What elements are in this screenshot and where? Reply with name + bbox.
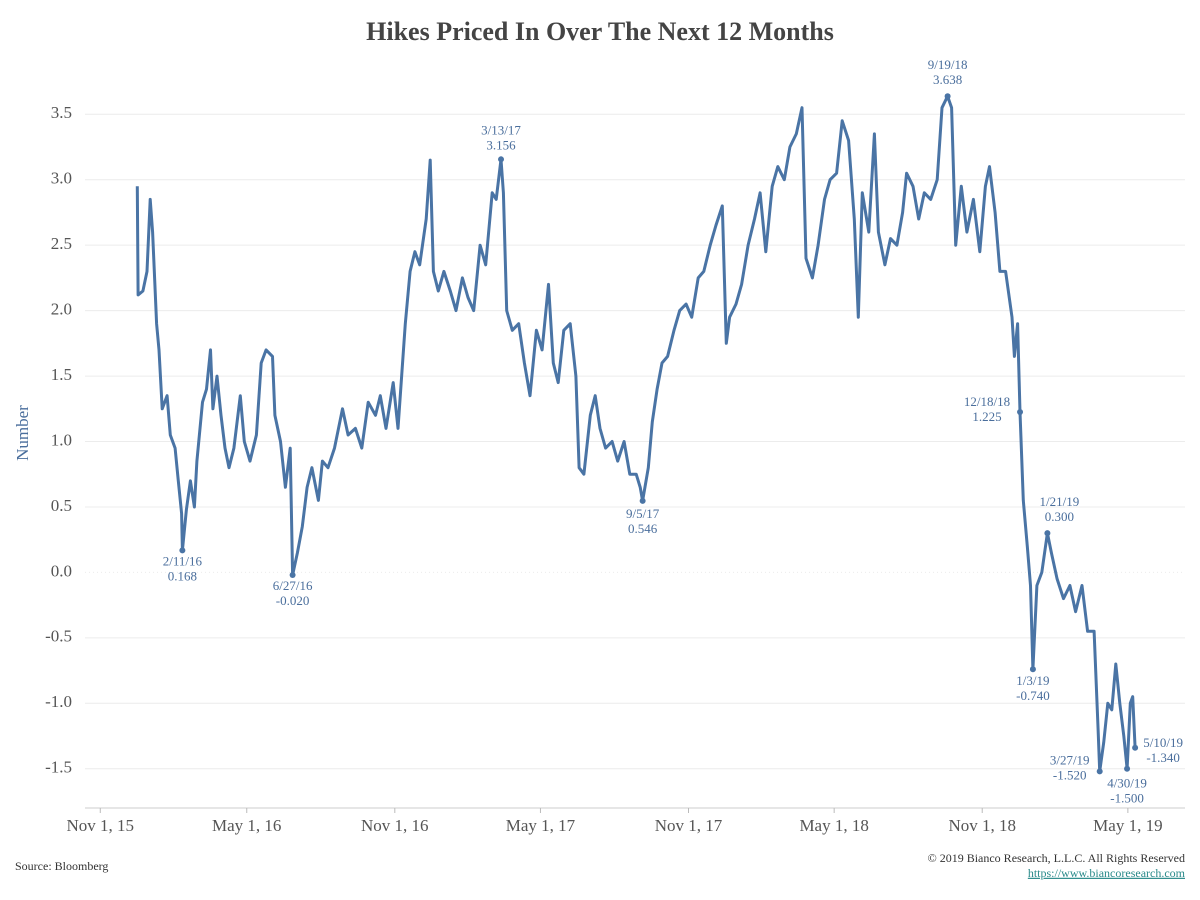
annotation-value: 0.300: [1045, 509, 1074, 524]
annotation-value: -0.740: [1016, 688, 1050, 703]
annotation-date: 3/27/19: [1050, 752, 1090, 767]
annotation-point: [639, 497, 646, 504]
annotation-point: [498, 156, 505, 163]
annotation-value: 0.168: [168, 568, 197, 583]
annotation-date: 1/21/19: [1040, 494, 1080, 509]
source: Source: Bloomberg: [15, 859, 108, 873]
annotation-value: 3.156: [486, 137, 516, 152]
y-tick-label: 3.0: [51, 169, 72, 188]
annotation-point: [1017, 409, 1024, 416]
chart-title: Hikes Priced In Over The Next 12 Months: [366, 17, 834, 46]
annotation-value: -1.340: [1146, 750, 1180, 765]
line-series: [135, 94, 1137, 773]
x-tick-label: Nov 1, 15: [67, 816, 135, 835]
annotation-value: 3.638: [933, 72, 962, 87]
annotation-point: [944, 93, 951, 100]
annotation-point: [1132, 744, 1139, 751]
annotation-date: 3/13/17: [481, 122, 521, 137]
x-tick-label: Nov 1, 17: [655, 816, 723, 835]
y-tick-label: 2.0: [51, 300, 72, 319]
y-tick-label: 0.5: [51, 496, 72, 515]
annotation-date: 6/27/16: [273, 578, 313, 593]
y-tick-label: -0.5: [45, 627, 72, 646]
y-tick-label: 3.5: [51, 103, 72, 122]
link[interactable]: https://www.biancoresearch.com: [1028, 866, 1186, 880]
y-axis-label: Number: [13, 405, 32, 461]
y-tick-label: 2.5: [51, 234, 72, 253]
y-tick-label: 1.5: [51, 365, 72, 384]
annotation-value: 1.225: [972, 409, 1001, 424]
y-tick-label: 1.0: [51, 430, 72, 449]
annotation-value: 0.546: [628, 521, 658, 536]
annotation-date: 4/30/19: [1107, 776, 1147, 791]
y-tick-label: 0.0: [51, 561, 72, 580]
x-tick-label: May 1, 18: [799, 816, 868, 835]
x-tick-label: May 1, 17: [506, 816, 576, 835]
annotation-date: 5/10/19: [1143, 735, 1183, 750]
copyright: © 2019 Bianco Research, L.L.C. All Right…: [928, 851, 1185, 865]
annotation-value: -0.020: [276, 593, 310, 608]
annotation-point: [1096, 768, 1103, 775]
annotation-point: [1029, 666, 1036, 673]
annotation-date: 12/18/18: [964, 394, 1010, 409]
x-tick-label: Nov 1, 16: [361, 816, 429, 835]
annotation-point: [1124, 765, 1131, 772]
annotation-value: -1.500: [1110, 791, 1144, 806]
annotation-point: [179, 547, 186, 554]
annotation-point: [289, 572, 296, 579]
y-tick-label: -1.0: [45, 692, 72, 711]
annotation-point: [1044, 530, 1051, 537]
annotation-date: 9/5/17: [626, 506, 660, 521]
x-tick-label: May 1, 16: [212, 816, 281, 835]
annotation-value: -1.520: [1053, 767, 1087, 782]
annotation-date: 9/19/18: [928, 57, 968, 72]
x-tick-label: Nov 1, 18: [948, 816, 1016, 835]
annotation-date: 1/3/19: [1016, 673, 1049, 688]
annotation-date: 2/11/16: [163, 553, 203, 568]
y-tick-label: -1.5: [45, 758, 72, 777]
x-tick-label: May 1, 19: [1093, 816, 1162, 835]
